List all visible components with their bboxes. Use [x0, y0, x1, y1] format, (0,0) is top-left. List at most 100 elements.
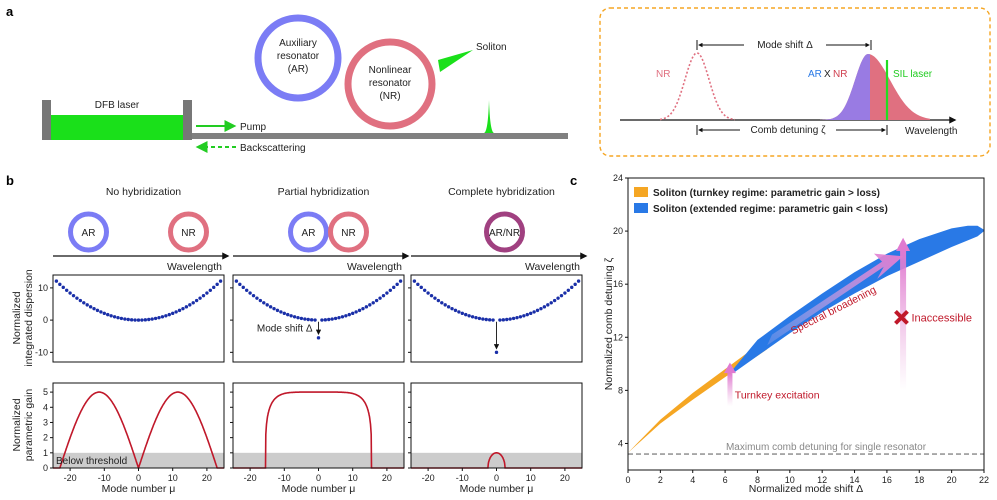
- gain-ytick: 5: [43, 387, 48, 397]
- inset-sil-label: SIL laser: [893, 69, 933, 80]
- dispersion-point: [426, 291, 430, 295]
- dispersion-point: [371, 301, 375, 305]
- chart-frame: [627, 177, 985, 471]
- nr-label-line3: (NR): [379, 91, 400, 102]
- dispersion-point: [546, 303, 550, 307]
- mode-shift-label: Mode shift Δ: [257, 323, 313, 334]
- inaccessible-arrow-head: [896, 237, 911, 251]
- dispersion-point: [92, 306, 96, 311]
- dispersion-point: [487, 318, 492, 322]
- broadening-arrow: [767, 253, 904, 346]
- mode-xlabel-2: Mode number μ: [460, 483, 534, 495]
- dispersion-point: [515, 315, 519, 320]
- dispersion-point: [123, 317, 127, 321]
- dispersion-point: [457, 310, 461, 314]
- dispersion-point: [316, 336, 321, 340]
- dispersion-point: [140, 318, 144, 322]
- ylabel-dispersion-2: integrated dispersion: [23, 269, 35, 367]
- x-tick-label: 10: [785, 475, 795, 485]
- dispersion-point: [433, 296, 437, 300]
- dispersion-point: [337, 315, 341, 320]
- wavelength-label-2: Wavelength: [525, 261, 580, 273]
- soliton-region-0: [628, 337, 768, 453]
- x-tick-label: 22: [979, 475, 989, 485]
- inset-wavelength-label: Wavelength: [905, 126, 957, 137]
- dispersion-point: [191, 301, 195, 305]
- x-tick-label: 8: [755, 475, 760, 485]
- mode-xtick: 20: [560, 473, 570, 483]
- dispersion-point: [102, 311, 107, 316]
- ar-ring-1: [288, 211, 329, 253]
- legend-swatch-1: [634, 203, 648, 213]
- y-tick-label: 24: [613, 173, 623, 183]
- legend-swatch-0: [634, 187, 648, 197]
- dispersion-point: [61, 285, 65, 290]
- dispersion-point: [436, 298, 441, 303]
- inset-box: [599, 7, 991, 157]
- turnkey-label: Turnkey excitation: [735, 389, 820, 401]
- dispersion-point: [184, 305, 189, 309]
- dispersion-point: [446, 305, 451, 309]
- dispersion-point: [464, 312, 468, 317]
- ar-label-line3: (AR): [288, 64, 309, 75]
- dispersion-point: [477, 316, 482, 321]
- dfb-laser-label: DFB laser: [95, 100, 140, 111]
- y-tick-label: 12: [613, 332, 623, 342]
- dispersion-point: [361, 306, 365, 311]
- x-tick-label: 12: [817, 475, 827, 485]
- dispersion-point: [484, 317, 488, 322]
- wavelength-label-0: Wavelength: [167, 261, 222, 273]
- mode-xtick: 0: [494, 473, 499, 483]
- threshold-line-label: Maximum comb detuning for single resonat…: [726, 442, 927, 453]
- mode-xtick: -20: [64, 473, 77, 483]
- dispersion-point: [153, 316, 158, 321]
- dispersion-point: [330, 317, 334, 321]
- dispersion-point: [296, 315, 300, 320]
- dispersion-point: [388, 288, 393, 292]
- dispersion-point: [450, 306, 454, 311]
- dispersion-point: [58, 282, 62, 287]
- mode-xtick: -20: [244, 473, 257, 483]
- pump-label: Pump: [240, 122, 267, 133]
- dispersion-point: [412, 279, 417, 283]
- ar-hybrid-resonance: [820, 54, 870, 120]
- dispersion-point: [491, 318, 495, 322]
- dispersion-point: [68, 291, 72, 295]
- mode-xtick: -10: [98, 473, 111, 483]
- ar-ring-label-0: AR: [82, 228, 96, 239]
- dfb-laser: DFB laser: [42, 100, 192, 140]
- y-tick-label: 16: [613, 279, 623, 289]
- dispersion-point: [112, 315, 117, 319]
- panel-label-a: a: [6, 4, 14, 19]
- dispersion-point: [395, 282, 399, 287]
- dispersion-point: [518, 315, 523, 319]
- x-tick-label: 18: [914, 475, 924, 485]
- dispersion-point: [198, 296, 202, 300]
- dispersion-point: [268, 305, 273, 309]
- column-title-0: No hybridization: [106, 186, 181, 198]
- dispersion-point: [535, 308, 540, 313]
- dispersion-point: [467, 314, 471, 318]
- dispersion-point: [552, 298, 557, 303]
- y-tick-label: 8: [618, 385, 623, 395]
- dispersion-point: [460, 311, 464, 316]
- dispersion-point: [344, 314, 348, 318]
- dispersion-point: [303, 317, 307, 321]
- dispersion-point: [157, 315, 161, 320]
- dispersion-point: [398, 279, 403, 283]
- dispersion-point: [88, 305, 93, 309]
- dispersion-point: [282, 311, 286, 316]
- inset-mode-shift-label: Mode shift Δ: [757, 40, 813, 51]
- wavelength-label-1: Wavelength: [347, 261, 402, 273]
- dispersion-point: [419, 285, 423, 290]
- gain-ytick: 4: [43, 402, 48, 412]
- dispersion-point: [381, 293, 386, 298]
- dispersion-point: [188, 303, 192, 307]
- threshold-band-2: [411, 452, 582, 468]
- mode-xtick: 10: [526, 473, 536, 483]
- dispersion-point: [215, 282, 219, 287]
- dispersion-point: [218, 279, 223, 283]
- dispersion-point: [109, 314, 113, 318]
- dispersion-point: [559, 293, 564, 298]
- waveguide: [192, 133, 568, 139]
